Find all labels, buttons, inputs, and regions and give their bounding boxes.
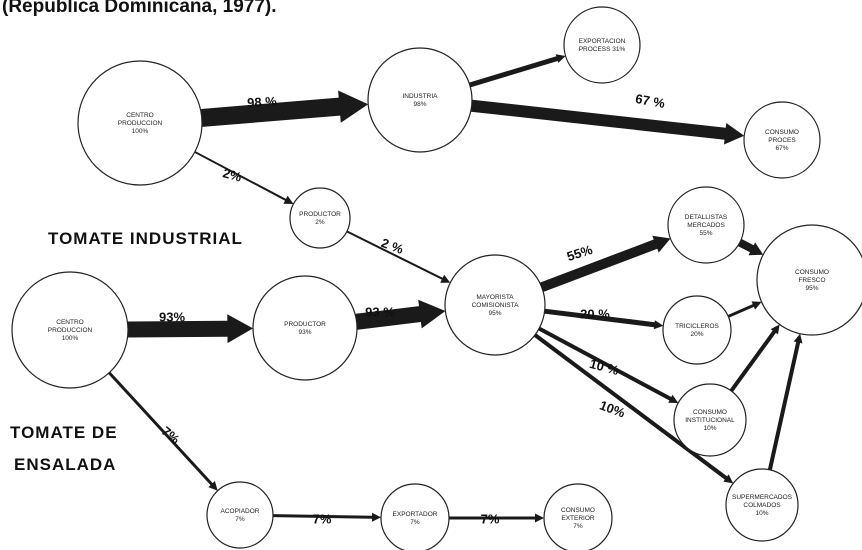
- node-label: MERCADOS: [687, 222, 725, 229]
- node-circle: [380, 483, 450, 550]
- section-label: TOMATE INDUSTRIAL: [48, 229, 243, 248]
- node-circle: [252, 275, 358, 381]
- node-label: PRODUCTOR: [299, 211, 341, 218]
- flow-arrow: [201, 90, 369, 127]
- node-label: 55%: [699, 230, 712, 237]
- flow-arrow: [538, 326, 679, 403]
- edge-label: 10 %: [588, 356, 621, 378]
- node-circle: [444, 254, 546, 356]
- section-label: TOMATE DE: [10, 423, 118, 442]
- node-label: 100%: [62, 335, 79, 342]
- flow-arrow: [540, 235, 671, 292]
- flow-arrow: [469, 54, 566, 88]
- flow-arrow: [727, 301, 762, 318]
- node-label: 95%: [805, 285, 818, 292]
- flow-arrow: [737, 239, 764, 256]
- node-label: EXPORTADOR: [393, 511, 438, 518]
- node-circle: [673, 383, 747, 457]
- flow-arrow: [544, 308, 664, 330]
- edge-label: 2%: [221, 165, 243, 184]
- node-circle: [743, 101, 821, 179]
- edge-label: 7%: [159, 423, 183, 447]
- edge-label: 7%: [481, 511, 500, 526]
- node-label: INSTITUCIONAL: [685, 417, 735, 424]
- node-circle: [77, 60, 203, 186]
- flow-arrow: [346, 230, 451, 283]
- node-label: 2%: [315, 219, 325, 226]
- node-label: 93%: [298, 329, 311, 336]
- node-label: PRODUCCION: [118, 120, 163, 127]
- node-label: 7%: [573, 523, 583, 530]
- node-label: 10%: [755, 510, 768, 517]
- node-label: FRESCO: [798, 277, 825, 284]
- node-label: 98%: [413, 101, 426, 108]
- node-label: COLMADOS: [743, 502, 781, 509]
- edge-label: 2 %: [379, 235, 406, 257]
- edge-label: 93%: [159, 309, 185, 324]
- node-label: ACOPIADOR: [220, 508, 259, 515]
- section-label: ENSALADA: [14, 455, 116, 474]
- node-label: 100%: [132, 128, 149, 135]
- node-circle: [667, 186, 745, 264]
- node-label: PROCESS 31%: [579, 46, 626, 53]
- node-label: CONSUMO: [693, 409, 727, 416]
- node-label: 95%: [488, 310, 501, 317]
- node-circle: [725, 468, 799, 542]
- node-label: CENTRO: [56, 319, 83, 326]
- node-label: TRICICLEROS: [675, 323, 719, 330]
- node-label: CONSUMO: [765, 129, 799, 136]
- node-label: CENTRO: [126, 112, 153, 119]
- node-circle: [662, 295, 732, 365]
- flow-arrow: [533, 333, 734, 484]
- node-label: SUPERMERCADOS: [732, 494, 793, 501]
- node-label: 7%: [410, 519, 420, 526]
- node-label: EXPORTACION: [579, 38, 626, 45]
- edge-label: 67 %: [634, 91, 666, 111]
- flow-arrow: [108, 371, 218, 491]
- flow-arrow: [273, 512, 381, 522]
- node-label: INDUSTRIA: [402, 93, 438, 100]
- node-label: COMISIONISTA: [472, 302, 519, 309]
- node-circle: [11, 271, 129, 389]
- node-label: 7%: [235, 516, 245, 523]
- node-label: DETALLISTAS: [685, 214, 728, 221]
- flow-arrow: [127, 314, 253, 344]
- node-label: 67%: [775, 145, 788, 152]
- node-label: PRODUCCION: [48, 327, 93, 334]
- flow-arrow: [355, 299, 446, 330]
- edge-label: 93 %: [365, 304, 395, 319]
- flow-arrow: [449, 513, 544, 523]
- node-circle: [367, 47, 473, 153]
- node-circle: [563, 6, 641, 84]
- caption: (Republica Dominicana, 1977).: [2, 0, 277, 17]
- node-circle: [206, 481, 274, 549]
- edge-label: 7%: [313, 511, 332, 526]
- node-label: 20%: [690, 331, 703, 338]
- node-label: 10%: [703, 425, 716, 432]
- node-label: MAYORISTA: [476, 294, 514, 301]
- flow-arrow: [194, 151, 294, 204]
- node-circle: [289, 187, 351, 249]
- flow-arrow: [729, 324, 780, 393]
- edge-label: 55%: [565, 242, 595, 264]
- node-label: PROCES: [768, 137, 796, 144]
- flow-arrow: [767, 333, 803, 471]
- node-label: PRODUCTOR: [284, 321, 326, 328]
- node-label: CONSUMO: [795, 269, 829, 276]
- node-label: CONSUMO: [561, 507, 595, 514]
- flow-arrow: [471, 99, 745, 145]
- node-circle: [756, 224, 862, 336]
- node-circle: [543, 483, 613, 550]
- node-label: EXTERIOR: [561, 515, 595, 522]
- edge-label: 98 %: [247, 94, 278, 111]
- edge-label: 20 %: [580, 306, 610, 321]
